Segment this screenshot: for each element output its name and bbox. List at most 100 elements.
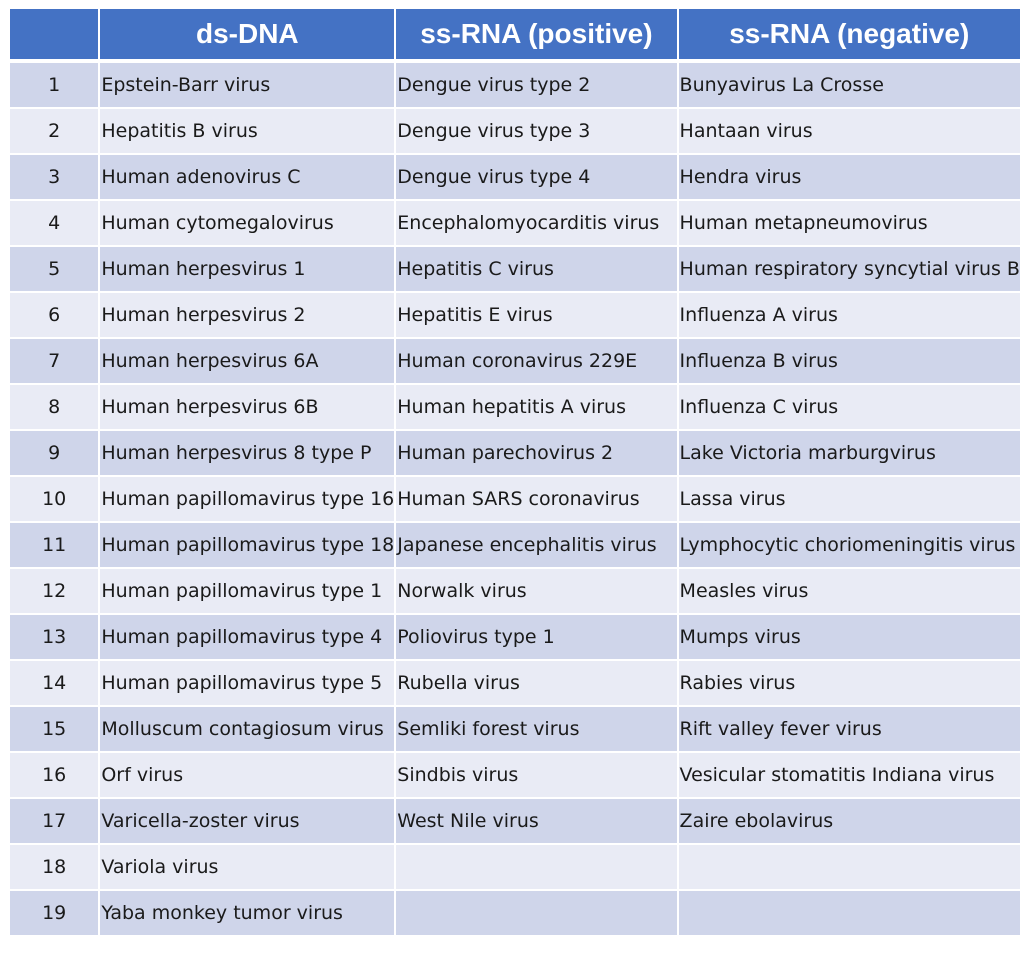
ss-rna-negative-cell: Rabies virus bbox=[676, 659, 1022, 707]
ss-rna-positive-cell: Hepatitis E virus bbox=[394, 291, 679, 339]
ss-rna-positive-cell: Rubella virus bbox=[394, 659, 679, 707]
table-row: 2 Hepatitis B virus Dengue virus type 3 Han… bbox=[7, 107, 1022, 155]
table-body: 1 Epstein-Barr virus Dengue virus type 2 Bu… bbox=[7, 60, 1022, 937]
ds-dna-cell: Orf virus bbox=[98, 751, 397, 799]
row-number: 3 bbox=[7, 153, 101, 201]
row-number: 16 bbox=[7, 751, 101, 799]
ss-rna-positive-cell: Sindbis virus bbox=[394, 751, 679, 799]
ds-dna-cell: Yaba monkey tumor virus bbox=[98, 889, 397, 937]
ss-rna-negative-cell: Influenza C virus bbox=[676, 383, 1022, 431]
table-row: 4 Human cytomegalovirus Encephalomyocardit… bbox=[7, 199, 1022, 247]
table-row: 3 Human adenovirus C Dengue virus type 4 He… bbox=[7, 153, 1022, 201]
table-row: 14 Human papillomavirus type 5 Rubella vir… bbox=[7, 659, 1022, 707]
ss-rna-positive-cell: Human hepatitis A virus bbox=[394, 383, 679, 431]
table-row: 5 Human herpesvirus 1 Hepatitis C virus Hum… bbox=[7, 245, 1022, 293]
ss-rna-positive-cell: Human coronavirus 229E bbox=[394, 337, 679, 385]
ss-rna-negative-cell: Human respiratory syncytial virus B bbox=[676, 245, 1022, 293]
header-row: ds-DNA ss-RNA (positive) ss-RNA (negativ… bbox=[7, 7, 1022, 62]
ss-rna-positive-cell bbox=[394, 889, 679, 937]
ds-dna-cell: Human herpesvirus 6A bbox=[98, 337, 397, 385]
ss-rna-negative-cell bbox=[676, 889, 1022, 937]
ss-rna-negative-cell bbox=[676, 843, 1022, 891]
ss-rna-negative-cell: Influenza A virus bbox=[676, 291, 1022, 339]
ds-dna-cell: Varicella-zoster virus bbox=[98, 797, 397, 845]
ss-rna-negative-cell: Lassa virus bbox=[676, 475, 1022, 523]
table-container: ds-DNA ss-RNA (positive) ss-RNA (negativ… bbox=[7, 7, 1022, 937]
ds-dna-cell: Hepatitis B virus bbox=[98, 107, 397, 155]
ss-rna-negative-cell: Zaire ebolavirus bbox=[676, 797, 1022, 845]
table-row: 13 Human papillomavirus type 4 Poliovirus … bbox=[7, 613, 1022, 661]
row-number: 2 bbox=[7, 107, 101, 155]
header-ss-rna-negative: ss-RNA (negative) bbox=[676, 7, 1022, 62]
ss-rna-positive-cell: Japanese encephalitis virus bbox=[394, 521, 679, 569]
table-row: 17 Varicella-zoster virus West Nile virus Z… bbox=[7, 797, 1022, 845]
ss-rna-positive-cell: Semliki forest virus bbox=[394, 705, 679, 753]
table-header: ds-DNA ss-RNA (positive) ss-RNA (negativ… bbox=[7, 7, 1022, 62]
ds-dna-cell: Human herpesvirus 6B bbox=[98, 383, 397, 431]
ss-rna-positive-cell: Dengue virus type 3 bbox=[394, 107, 679, 155]
ds-dna-cell: Variola virus bbox=[98, 843, 397, 891]
row-number: 12 bbox=[7, 567, 101, 615]
ss-rna-negative-cell: Vesicular stomatitis Indiana virus bbox=[676, 751, 1022, 799]
ss-rna-negative-cell: Lymphocytic choriomeningitis virus bbox=[676, 521, 1022, 569]
virus-table: ds-DNA ss-RNA (positive) ss-RNA (negativ… bbox=[7, 7, 1022, 937]
ss-rna-negative-cell: Hantaan virus bbox=[676, 107, 1022, 155]
ds-dna-cell: Human papillomavirus type 4 bbox=[98, 613, 397, 661]
ss-rna-positive-cell: Poliovirus type 1 bbox=[394, 613, 679, 661]
row-number: 17 bbox=[7, 797, 101, 845]
ds-dna-cell: Human herpesvirus 8 type P bbox=[98, 429, 397, 477]
row-number: 6 bbox=[7, 291, 101, 339]
ss-rna-positive-cell: Dengue virus type 2 bbox=[394, 60, 679, 109]
table-row: 9 Human herpesvirus 8 type P Human parecho… bbox=[7, 429, 1022, 477]
row-number: 5 bbox=[7, 245, 101, 293]
row-number: 18 bbox=[7, 843, 101, 891]
row-number: 13 bbox=[7, 613, 101, 661]
table-row: 8 Human herpesvirus 6B Human hepatitis A v… bbox=[7, 383, 1022, 431]
row-number: 19 bbox=[7, 889, 101, 937]
ss-rna-negative-cell: Rift valley fever virus bbox=[676, 705, 1022, 753]
row-number: 7 bbox=[7, 337, 101, 385]
ss-rna-negative-cell: Hendra virus bbox=[676, 153, 1022, 201]
ds-dna-cell: Epstein-Barr virus bbox=[98, 60, 397, 109]
ds-dna-cell: Human papillomavirus type 16 bbox=[98, 475, 397, 523]
ss-rna-positive-cell: Hepatitis C virus bbox=[394, 245, 679, 293]
row-number: 14 bbox=[7, 659, 101, 707]
table-row: 7 Human herpesvirus 6A Human coronavirus 2… bbox=[7, 337, 1022, 385]
row-number: 9 bbox=[7, 429, 101, 477]
ss-rna-positive-cell: Human SARS coronavirus bbox=[394, 475, 679, 523]
row-number: 10 bbox=[7, 475, 101, 523]
table-row: 15 Molluscum contagiosum virus Semliki for… bbox=[7, 705, 1022, 753]
header-index bbox=[7, 7, 101, 62]
table-row: 1 Epstein-Barr virus Dengue virus type 2 Bu… bbox=[7, 60, 1022, 109]
ds-dna-cell: Human cytomegalovirus bbox=[98, 199, 397, 247]
ds-dna-cell: Human papillomavirus type 18 bbox=[98, 521, 397, 569]
table-row: 16 Orf virus Sindbis virus Vesicular stomat… bbox=[7, 751, 1022, 799]
table-row: 12 Human papillomavirus type 1 Norwalk vir… bbox=[7, 567, 1022, 615]
row-number: 4 bbox=[7, 199, 101, 247]
ss-rna-positive-cell: West Nile virus bbox=[394, 797, 679, 845]
ss-rna-positive-cell: Encephalomyocarditis virus bbox=[394, 199, 679, 247]
ds-dna-cell: Human papillomavirus type 5 bbox=[98, 659, 397, 707]
ds-dna-cell: Human herpesvirus 2 bbox=[98, 291, 397, 339]
ss-rna-positive-cell: Dengue virus type 4 bbox=[394, 153, 679, 201]
row-number: 15 bbox=[7, 705, 101, 753]
ss-rna-negative-cell: Mumps virus bbox=[676, 613, 1022, 661]
ss-rna-positive-cell bbox=[394, 843, 679, 891]
row-number: 11 bbox=[7, 521, 101, 569]
table-row: 19 Yaba monkey tumor virus bbox=[7, 889, 1022, 937]
ds-dna-cell: Human papillomavirus type 1 bbox=[98, 567, 397, 615]
header-ss-rna-positive: ss-RNA (positive) bbox=[394, 7, 679, 62]
header-ds-dna: ds-DNA bbox=[98, 7, 397, 62]
table-row: 18 Variola virus bbox=[7, 843, 1022, 891]
ss-rna-negative-cell: Bunyavirus La Crosse bbox=[676, 60, 1022, 109]
table-row: 11 Human papillomavirus type 18 Japanese e… bbox=[7, 521, 1022, 569]
ss-rna-positive-cell: Human parechovirus 2 bbox=[394, 429, 679, 477]
ss-rna-positive-cell: Norwalk virus bbox=[394, 567, 679, 615]
table-row: 6 Human herpesvirus 2 Hepatitis E virus Inf… bbox=[7, 291, 1022, 339]
ss-rna-negative-cell: Influenza B virus bbox=[676, 337, 1022, 385]
row-number: 1 bbox=[7, 60, 101, 109]
ss-rna-negative-cell: Measles virus bbox=[676, 567, 1022, 615]
table-row: 10 Human papillomavirus type 16 Human SARS… bbox=[7, 475, 1022, 523]
ds-dna-cell: Molluscum contagiosum virus bbox=[98, 705, 397, 753]
ss-rna-negative-cell: Lake Victoria marburgvirus bbox=[676, 429, 1022, 477]
